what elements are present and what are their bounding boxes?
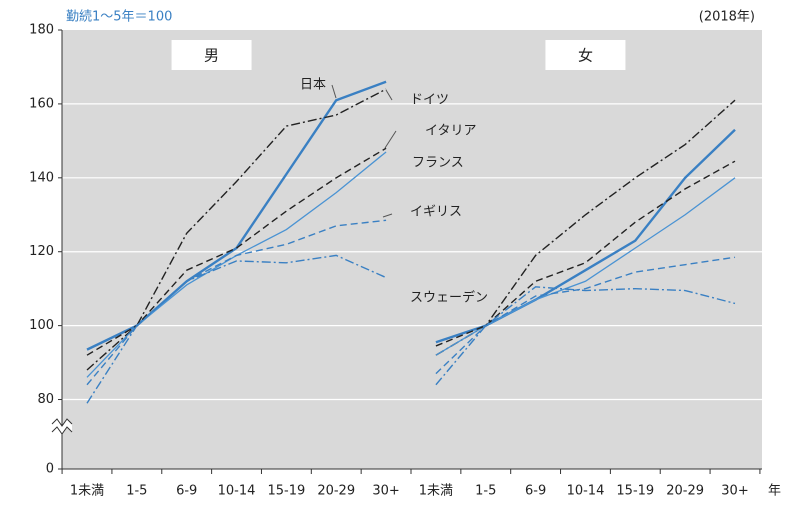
y-tick-label: 160 [29, 96, 54, 111]
x-tick-label: 15-19 [267, 484, 305, 499]
leader-line [382, 213, 393, 218]
y-tick-label: 120 [29, 244, 54, 259]
series-label: フランス [412, 156, 464, 171]
x-tick-label: 10-14 [218, 484, 256, 499]
axis-break-line [51, 418, 73, 435]
y-tick-label: 0 [46, 462, 54, 477]
note: (2018年) [699, 10, 755, 25]
y-tick-label: 180 [29, 23, 54, 38]
leader-line [385, 89, 393, 101]
leader-line [384, 130, 397, 149]
panel-label: 男 [204, 47, 219, 65]
y-tick-label: 140 [29, 170, 54, 185]
x-tick-label: 1未満 [419, 484, 453, 499]
series-label: スウェーデン [410, 290, 488, 306]
series-label: 日本 [300, 78, 326, 93]
panel-label-box [171, 40, 252, 70]
y-tick-label: 100 [29, 318, 54, 333]
x-unit: 年 [768, 484, 781, 499]
x-tick-label: 10-14 [567, 484, 605, 499]
line-series [86, 254, 387, 404]
panel-label-box [545, 40, 626, 70]
line-series [435, 256, 736, 375]
series-label: ドイツ [410, 93, 449, 108]
series-label: イギリス [410, 205, 462, 220]
x-tick-label: 30+ [721, 484, 748, 499]
line-series [435, 286, 736, 386]
x-tick-label: 30+ [372, 484, 399, 499]
leader-line [331, 84, 337, 99]
x-tick-label: 1-5 [475, 484, 496, 499]
x-tick-label: 1-5 [126, 484, 147, 499]
panel-label: 女 [578, 47, 593, 65]
x-tick-label: 20-29 [317, 484, 355, 499]
y-label: 勤続1～5年＝100 [66, 10, 172, 25]
x-tick-label: 6-9 [176, 484, 197, 499]
series-label: イタリア [425, 124, 476, 139]
line-series [86, 88, 387, 371]
x-tick-label: 15-19 [616, 484, 654, 499]
x-tick-label: 1未満 [70, 484, 104, 499]
y-tick-label: 80 [37, 392, 54, 407]
line-series [435, 160, 736, 347]
x-tick-label: 20-29 [666, 484, 704, 499]
x-tick-label: 6-9 [525, 484, 546, 499]
